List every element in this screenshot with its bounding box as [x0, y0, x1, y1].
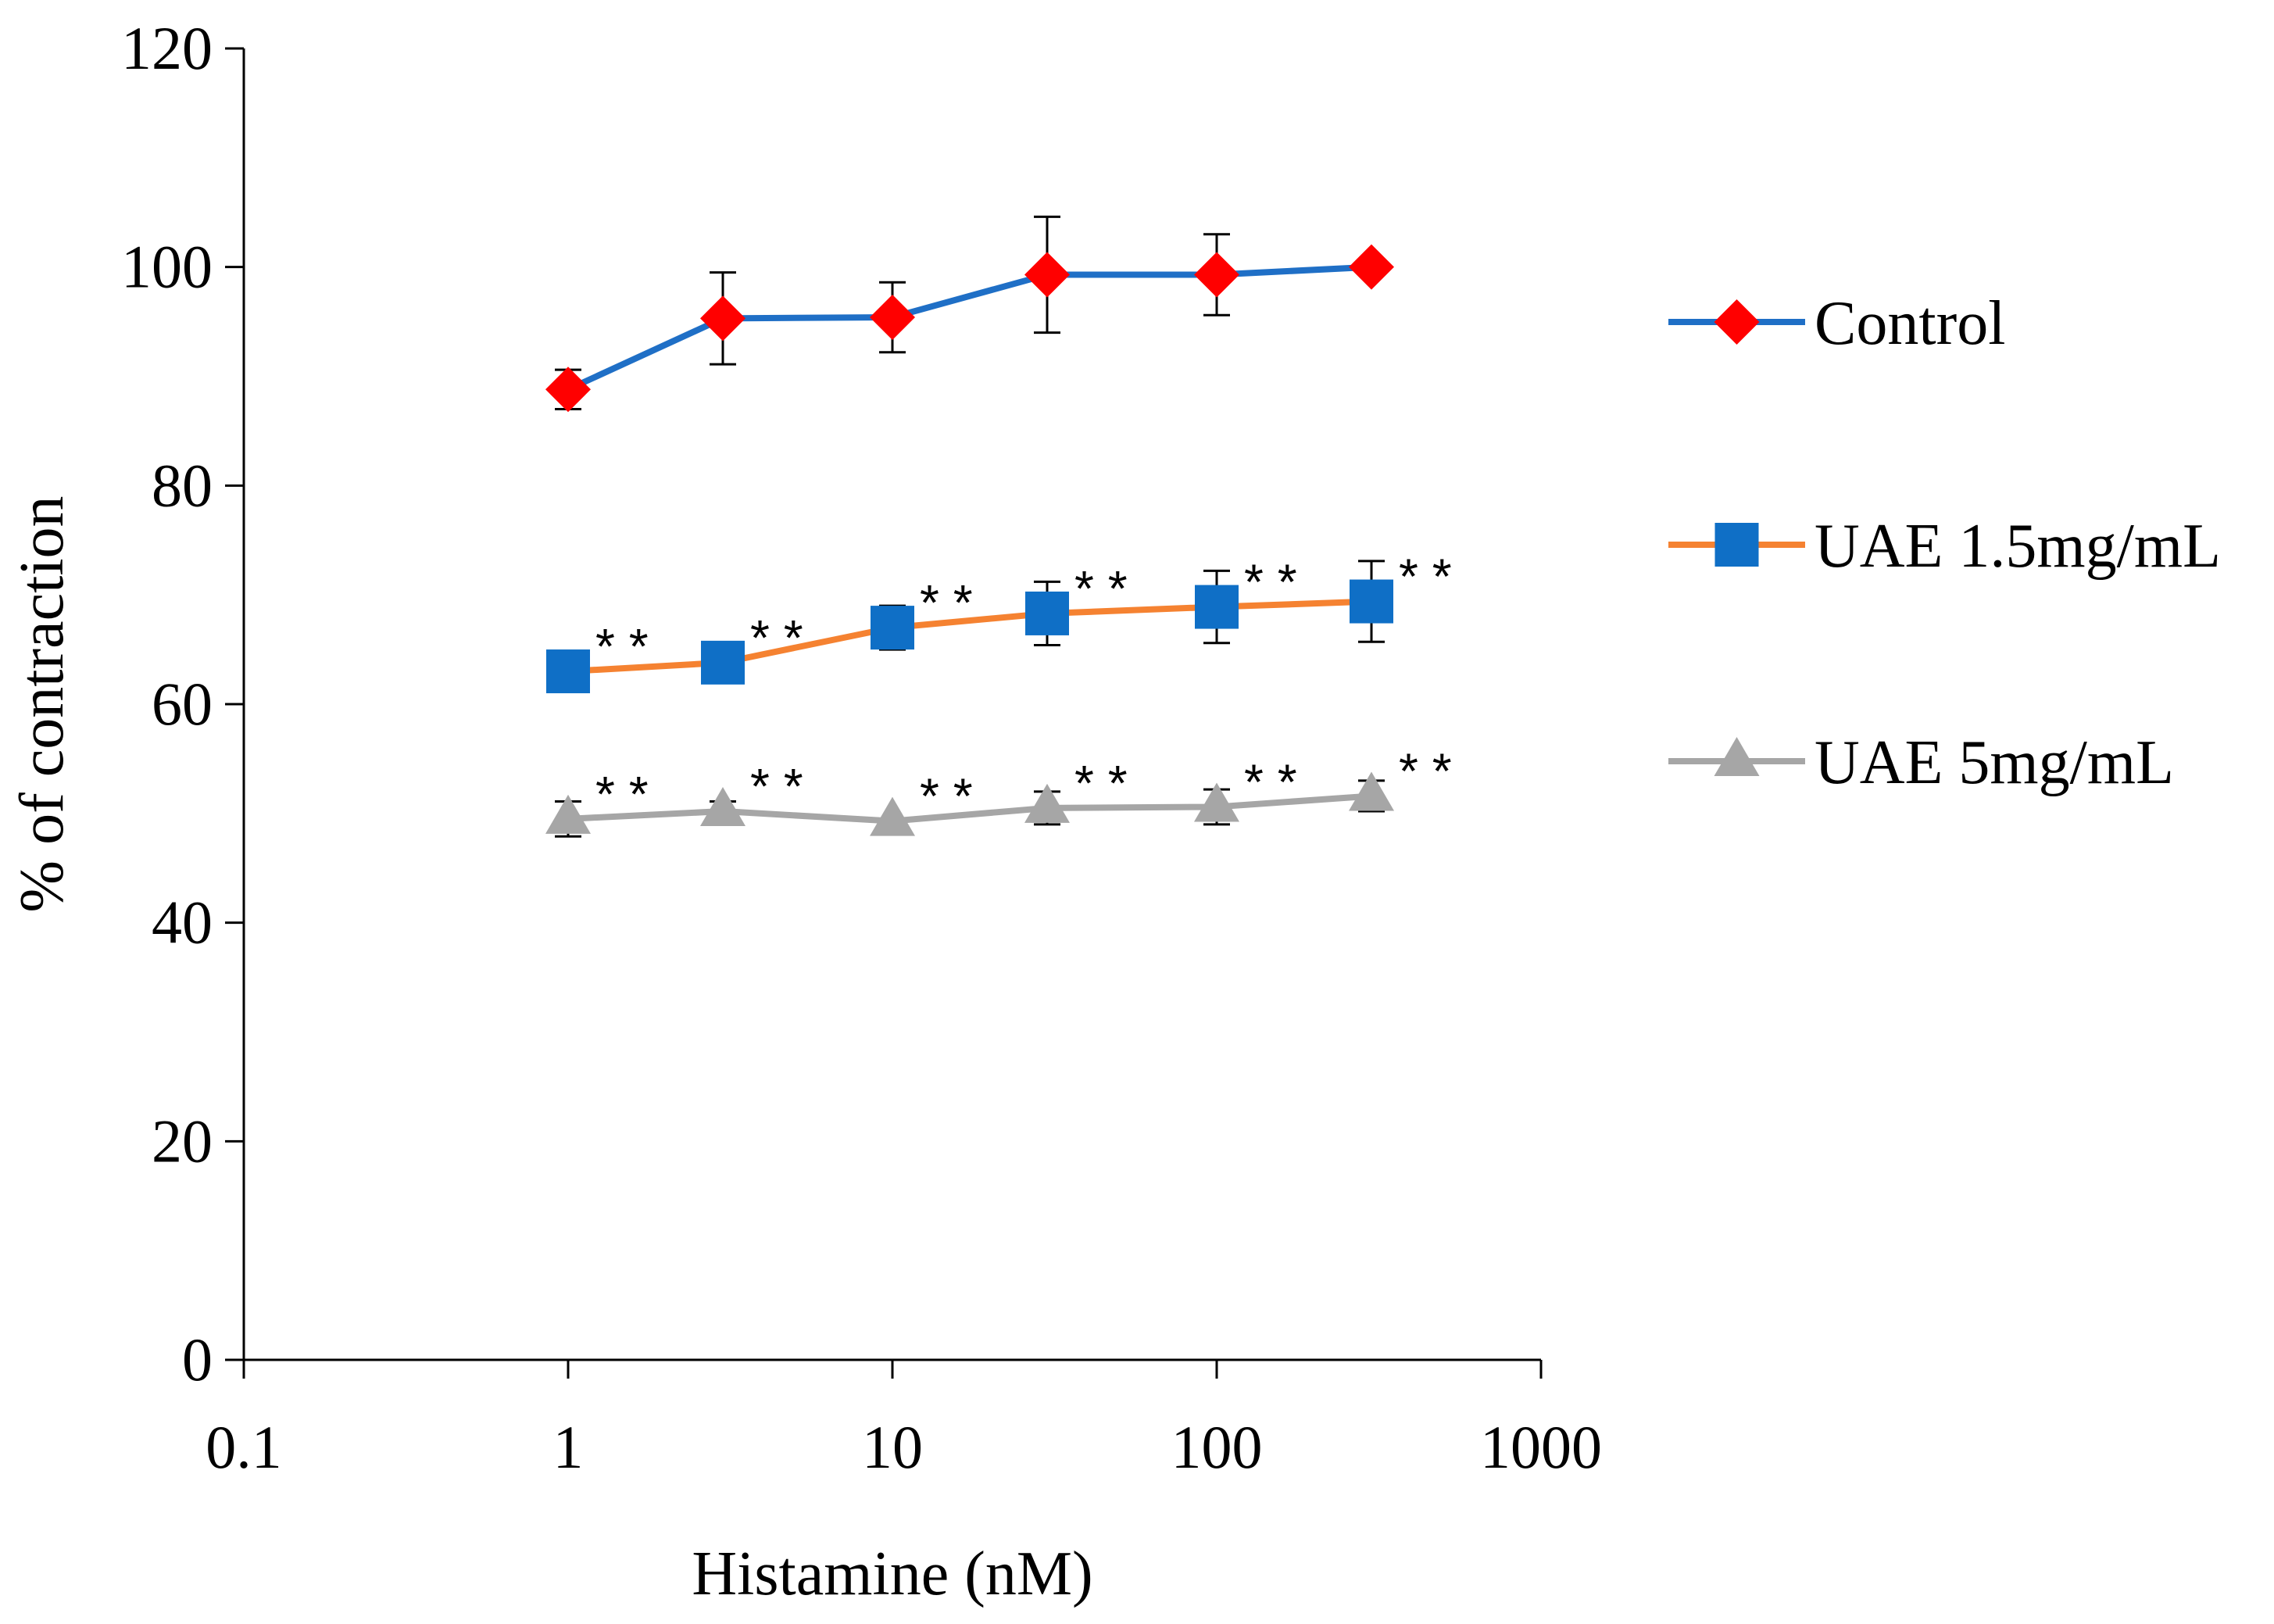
significance-label: * * — [595, 618, 649, 674]
series-1: * * * * * * * * * * * * — [546, 549, 1452, 694]
x-tick-label: 1 — [553, 1413, 584, 1481]
series-line — [567, 792, 1372, 825]
significance-label: * * — [1244, 753, 1297, 810]
data-point — [546, 649, 590, 694]
series-layer: * * * * * * * * * * * * * * * * * * * * * * * * — [545, 215, 1452, 838]
legend-marker — [1714, 523, 1759, 567]
data-point — [870, 796, 915, 836]
significance-label: * * — [1074, 755, 1128, 811]
series-0 — [545, 215, 1395, 413]
significance-label: * * — [750, 610, 803, 666]
data-point — [701, 640, 745, 685]
legend-item-1: UAE 1.5mg/mL — [1668, 512, 2221, 581]
x-tick-label: 10 — [862, 1413, 923, 1481]
data-point — [1194, 782, 1239, 822]
x-axis-title: Histamine (nM) — [692, 1540, 1092, 1608]
data-point — [700, 295, 746, 342]
data-point — [700, 787, 746, 827]
series-2: * * * * * * * * * * * * — [545, 742, 1452, 838]
legend-label: UAE 1.5mg/mL — [1815, 512, 2221, 581]
data-point — [1025, 591, 1070, 635]
x-tick-label: 1000 — [1480, 1413, 1602, 1481]
legend: Control UAE 1.5mg/mL UAE 5mg/mL — [1668, 289, 2221, 797]
y-axis-title: % of contraction — [8, 495, 77, 912]
significance-label: * * — [595, 766, 649, 822]
y-tick-label: 0 — [182, 1325, 213, 1393]
significance-label: * * — [750, 758, 803, 814]
legend-label: Control — [1815, 289, 2005, 358]
data-point — [870, 294, 915, 340]
series-line — [567, 263, 1372, 392]
axes: 0 20 40 60 80 100 120 0.1 1 10 100 1000 Histamine (n… — [8, 14, 1602, 1608]
legend-label: UAE 5mg/mL — [1815, 728, 2174, 797]
y-tick-label: 120 — [121, 14, 213, 82]
significance-label: * * — [1399, 742, 1452, 799]
data-point — [1024, 783, 1071, 823]
significance-label: * * — [1074, 560, 1128, 617]
data-point — [1349, 771, 1395, 811]
significance-label: * * — [920, 574, 973, 631]
data-point — [545, 794, 591, 834]
data-point — [1195, 585, 1239, 629]
data-point — [1349, 244, 1395, 290]
significance-label: * * — [920, 768, 973, 825]
data-point — [545, 367, 591, 413]
series-line — [567, 598, 1372, 675]
significance-label: * * — [1244, 554, 1297, 610]
legend-item-2: UAE 5mg/mL — [1668, 728, 2174, 797]
legend-item-0: Control — [1668, 289, 2005, 358]
data-point — [1194, 252, 1239, 298]
legend-marker — [1714, 299, 1760, 345]
y-tick-label: 100 — [121, 233, 213, 301]
y-tick-label: 40 — [152, 889, 213, 957]
data-point — [1024, 252, 1071, 298]
x-tick-label: 0.1 — [206, 1413, 282, 1481]
x-tick-label: 100 — [1171, 1413, 1263, 1481]
y-tick-label: 20 — [152, 1107, 213, 1175]
significance-label: * * — [1399, 549, 1452, 605]
data-point — [871, 606, 914, 650]
data-point — [1350, 579, 1394, 624]
legend-marker — [1714, 737, 1760, 776]
y-tick-label: 60 — [152, 670, 213, 738]
y-tick-label: 80 — [152, 451, 213, 519]
